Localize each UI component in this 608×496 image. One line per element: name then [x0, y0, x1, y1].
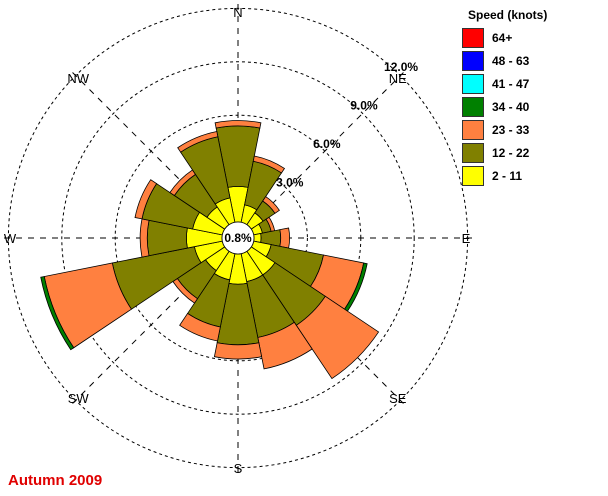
legend-label: 23 - 33 — [492, 122, 530, 137]
petal-sse-bin-3 — [257, 321, 313, 370]
chart-labels: 0.8% 3.0% 6.0% 9.0% 12.0% N NE E SE S SW W NW — [4, 5, 471, 476]
petal-se-bin-3 — [295, 295, 380, 380]
petal-wnw-bin-3 — [134, 179, 158, 220]
legend-label: 12 - 22 — [492, 145, 530, 160]
legend-label: 2 - 11 — [492, 168, 523, 183]
petal-n-bin-3 — [214, 120, 262, 129]
petal-ne-bin-3 — [262, 196, 280, 214]
ring-label-4: 12.0% — [384, 60, 418, 74]
legend-title: Speed (knots) — [468, 8, 548, 22]
legend-swatch — [462, 165, 484, 186]
footer-label: Autumn 2009 — [8, 472, 103, 489]
grid-ring-3 — [61, 61, 415, 415]
legend-label: 48 - 63 — [492, 53, 530, 68]
legend-entry: 41 - 47 — [462, 72, 602, 95]
legend-label: 34 - 40 — [492, 99, 530, 114]
compass-label-sw: SW — [68, 391, 90, 406]
legend-swatch — [462, 73, 484, 94]
legend-entries: 64+ 48 - 63 41 - 47 34 - 40 23 - 33 12 - 22 2 … — [462, 26, 602, 187]
petal-ssw-bin-3 — [179, 312, 221, 342]
legend-entry: 34 - 40 — [462, 95, 602, 118]
calm-label: 0.8% — [224, 231, 252, 245]
wind-rose-petals — [40, 120, 380, 380]
legend-entry: 64+ — [462, 26, 602, 49]
compass-label-w: W — [4, 231, 17, 246]
legend-label: 64+ — [492, 30, 513, 45]
petal-nnw-bin-3 — [177, 131, 219, 153]
petal-nne-bin-3 — [252, 155, 286, 174]
compass-label-s: S — [234, 461, 243, 476]
petal-s-bin-3 — [213, 342, 263, 360]
legend-entry: 48 - 63 — [462, 49, 602, 72]
compass-label-se: SE — [389, 391, 407, 406]
legend-swatch — [462, 27, 484, 48]
compass-label-n: N — [233, 5, 242, 20]
legend-entry: 23 - 33 — [462, 118, 602, 141]
legend-swatch — [462, 119, 484, 140]
legend-swatch — [462, 96, 484, 117]
speed-legend: Speed (knots) 64+ 48 - 63 41 - 47 34 - 40 23… — [462, 8, 602, 187]
compass-label-nw: NW — [67, 71, 89, 86]
legend-entry: 12 - 22 — [462, 141, 602, 164]
calm-circle — [221, 221, 255, 255]
ring-label-1: 3.0% — [276, 175, 304, 189]
legend-label: 41 - 47 — [492, 76, 530, 91]
petal-e-bin-3 — [279, 227, 291, 249]
legend-swatch — [462, 142, 484, 163]
ring-label-3: 9.0% — [350, 98, 378, 112]
ring-label-2: 6.0% — [313, 137, 341, 151]
petal-wsw-bin-4 — [40, 276, 75, 351]
compass-label-ne: NE — [389, 71, 407, 86]
legend-entry: 2 - 11 — [462, 164, 602, 187]
legend-swatch — [462, 50, 484, 71]
compass-label-e: E — [462, 231, 471, 246]
